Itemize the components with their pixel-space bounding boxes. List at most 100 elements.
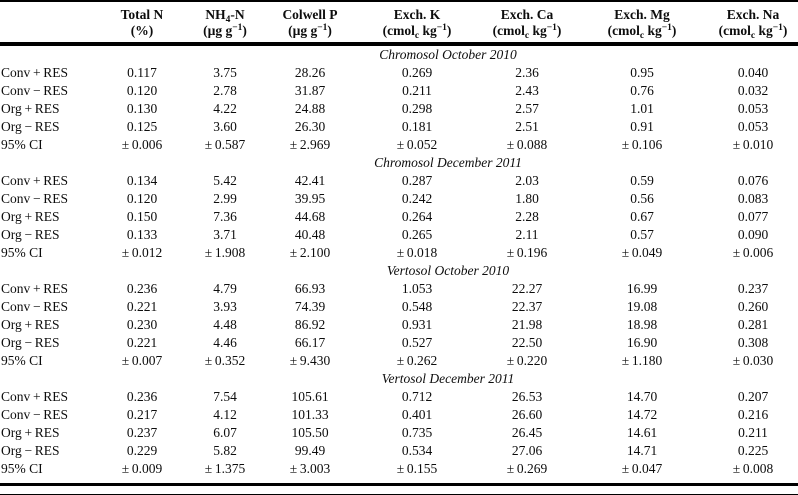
- table-row: Org − RES 0.133 3.71 40.48 0.265 2.11 0.57 0.09…: [0, 226, 798, 244]
- value-cell: 1.053: [401, 281, 433, 296]
- value-cell: ± 2.969: [289, 137, 331, 152]
- row-label: 95% CI: [1, 245, 43, 260]
- column-header-6: Exch. Na (cmolc kg−1): [708, 2, 798, 46]
- value-cell: ± 0.012: [121, 245, 163, 260]
- value-cell: 0.57: [630, 227, 654, 242]
- value-cell: 0.527: [401, 335, 433, 350]
- column-title: Total N: [120, 6, 164, 22]
- value-cell: 0.150: [126, 209, 158, 224]
- value-cell: 0.287: [401, 173, 433, 188]
- value-cell: 105.61: [291, 389, 329, 404]
- value-cell: ± 0.220: [506, 353, 548, 368]
- column-unit: (µg g−1): [203, 22, 247, 38]
- value-cell: 0.076: [737, 173, 769, 188]
- value-cell: 0.181: [401, 119, 433, 134]
- table-row: Org + RES 0.237 6.07 105.50 0.735 26.45 14.61 0…: [0, 424, 798, 442]
- value-cell: ± 1.180: [621, 353, 663, 368]
- soil-chemistry-table: Total N (%) NH4-N (µg g−1) Colwell P (µg g−1)…: [0, 2, 798, 478]
- value-cell: 5.82: [213, 443, 237, 458]
- value-cell: 0.269: [401, 65, 433, 80]
- value-cell: 0.211: [738, 425, 768, 440]
- value-cell: 0.221: [126, 335, 158, 350]
- row-label-column-header: [0, 2, 98, 46]
- value-cell: ± 0.049: [621, 245, 663, 260]
- value-cell: 0.229: [126, 443, 158, 458]
- value-cell: 0.735: [401, 425, 433, 440]
- row-label: Conv − RES: [1, 83, 69, 98]
- column-header-1: NH4-N (µg g−1): [186, 2, 264, 46]
- value-cell: 0.125: [126, 119, 158, 134]
- value-cell: 0.401: [401, 407, 433, 422]
- value-cell: 26.60: [511, 407, 543, 422]
- row-label: Org − RES: [1, 227, 60, 242]
- value-cell: 2.11: [515, 227, 539, 242]
- section-row: Vertosol October 2010: [0, 262, 798, 280]
- value-cell: 66.17: [294, 335, 326, 350]
- column-unit: (%): [130, 22, 154, 38]
- column-header-4: Exch. Ca (cmolc kg−1): [478, 2, 576, 46]
- value-cell: 14.72: [626, 407, 658, 422]
- table-row: Conv + RES 0.236 7.54 105.61 0.712 26.53 14.70…: [0, 388, 798, 406]
- column-title: Exch. Mg: [614, 6, 670, 22]
- value-cell: 4.46: [213, 335, 237, 350]
- value-cell: 2.78: [213, 83, 237, 98]
- value-cell: 0.237: [737, 281, 769, 296]
- section-spacer-cell: [0, 370, 98, 388]
- value-cell: ± 0.030: [732, 353, 774, 368]
- column-header-5: Exch. Mg (cmolc kg−1): [576, 2, 708, 46]
- bottom-rules: [0, 483, 798, 495]
- column-title: NH4-N: [205, 6, 245, 25]
- section-title: Vertosol December 2011: [381, 371, 515, 386]
- row-label: Org − RES: [1, 335, 60, 350]
- table-row: 95% CI ± 0.007 ± 0.352 ± 9.430 ± 0.262 ± 0.22…: [0, 352, 798, 370]
- value-cell: 0.221: [126, 299, 158, 314]
- value-cell: 1.01: [630, 101, 654, 116]
- value-cell: ± 9.430: [289, 353, 331, 368]
- value-cell: ± 1.908: [204, 245, 246, 260]
- value-cell: 26.45: [511, 425, 543, 440]
- value-cell: 0.298: [401, 101, 433, 116]
- column-unit: (cmolc kg−1): [382, 22, 452, 41]
- value-cell: 4.22: [213, 101, 237, 116]
- table-row: Org − RES 0.221 4.46 66.17 0.527 22.50 16.90 0.…: [0, 334, 798, 352]
- row-label: Conv + RES: [1, 65, 69, 80]
- value-cell: 14.71: [626, 443, 658, 458]
- value-cell: 39.95: [294, 191, 326, 206]
- section-row: Chromosol December 2011: [0, 154, 798, 172]
- value-cell: 0.083: [737, 191, 769, 206]
- table-row: Conv − RES 0.120 2.99 39.95 0.242 1.80 0.56 0.0…: [0, 190, 798, 208]
- value-cell: 31.87: [294, 83, 326, 98]
- value-cell: ± 0.009: [121, 461, 163, 476]
- value-cell: ± 0.352: [204, 353, 246, 368]
- value-cell: 0.236: [126, 281, 158, 296]
- row-label: Org + RES: [1, 101, 60, 116]
- value-cell: 22.37: [511, 299, 543, 314]
- value-cell: 0.053: [737, 101, 769, 116]
- bottom-thin-rule: [0, 493, 798, 495]
- table-body: Chromosol October 2010 Conv + RES 0.117 3.7…: [0, 44, 798, 478]
- value-cell: 2.28: [515, 209, 539, 224]
- value-cell: ± 0.006: [121, 137, 163, 152]
- value-cell: ± 1.375: [204, 461, 246, 476]
- table-row: Org + RES 0.150 7.36 44.68 0.264 2.28 0.67 0.07…: [0, 208, 798, 226]
- value-cell: 21.98: [511, 317, 543, 332]
- value-cell: 7.36: [213, 209, 237, 224]
- table-row: Conv + RES 0.134 5.42 42.41 0.287 2.03 0.59 0.0…: [0, 172, 798, 190]
- value-cell: 0.053: [737, 119, 769, 134]
- table-row: Conv − RES 0.120 2.78 31.87 0.211 2.43 0.76 0.0…: [0, 82, 798, 100]
- value-cell: 66.93: [294, 281, 326, 296]
- value-cell: 0.117: [127, 65, 157, 80]
- value-cell: 24.88: [294, 101, 326, 116]
- table-row: Org − RES 0.229 5.82 99.49 0.534 27.06 14.71 0.…: [0, 442, 798, 460]
- value-cell: 86.92: [294, 317, 326, 332]
- value-cell: 0.077: [737, 209, 769, 224]
- value-cell: 3.75: [213, 65, 237, 80]
- table-row: Org + RES 0.230 4.48 86.92 0.931 21.98 18.98 0.…: [0, 316, 798, 334]
- column-title: Exch. Ca: [500, 6, 554, 22]
- section-spacer-cell: [0, 154, 98, 172]
- row-label: Conv + RES: [1, 173, 69, 188]
- value-cell: 2.57: [515, 101, 539, 116]
- value-cell: ± 0.587: [204, 137, 246, 152]
- value-cell: 16.99: [626, 281, 658, 296]
- value-cell: 0.236: [126, 389, 158, 404]
